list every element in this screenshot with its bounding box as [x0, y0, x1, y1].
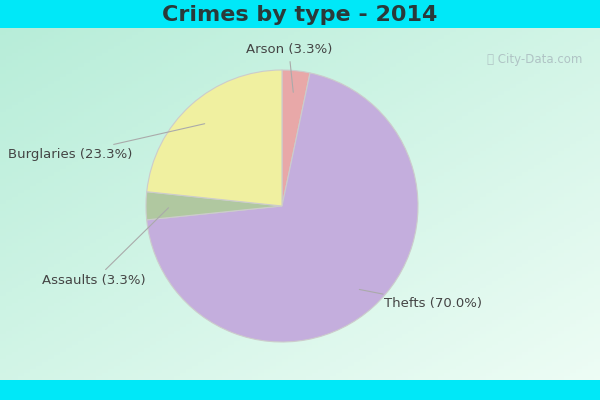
Text: Assaults (3.3%): Assaults (3.3%): [43, 208, 169, 287]
Wedge shape: [147, 70, 282, 206]
Text: Crimes by type - 2014: Crimes by type - 2014: [163, 5, 437, 25]
Wedge shape: [146, 192, 282, 220]
Wedge shape: [147, 73, 418, 342]
Text: ⓘ City-Data.com: ⓘ City-Data.com: [487, 53, 582, 66]
Text: Thefts (70.0%): Thefts (70.0%): [359, 290, 482, 310]
Text: Burglaries (23.3%): Burglaries (23.3%): [8, 124, 205, 161]
Wedge shape: [282, 70, 310, 206]
Text: Arson (3.3%): Arson (3.3%): [245, 43, 332, 92]
